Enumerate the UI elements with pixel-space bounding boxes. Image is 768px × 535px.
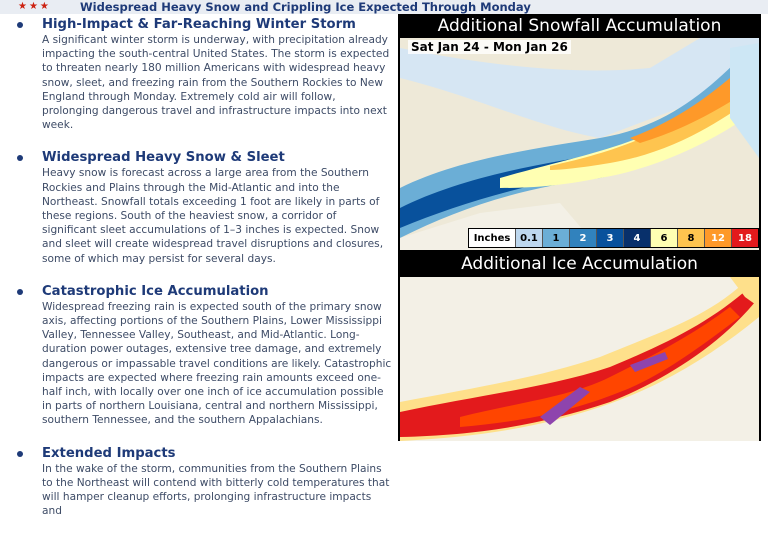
section-body: Heavy snow is forecast across a large ar… [42,167,384,265]
section-heading: Extended Impacts [42,445,176,461]
ice-map [400,277,759,441]
snow-map: Sat Jan 24 - Mon Jan 26 Inches 0.1 1 2 3… [400,38,759,250]
snow-map-title: Additional Snowfall Accumulation [437,16,722,36]
bullet-icon [17,288,23,295]
bullet-icon [17,450,23,457]
section-extended: Extended Impacts In the wake of the storm… [14,445,394,519]
legend-bin: 0.1 [515,229,542,247]
legend-bin: 18 [731,229,758,247]
summary-list: High-Impact & Far-Reaching Winter Storm A… [14,16,394,535]
date-range-label: Sat Jan 24 - Mon Jan 26 [408,40,571,54]
snow-legend: Inches 0.1 1 2 3 4 6 8 12 18 [468,228,759,248]
legend-bin: 8 [677,229,704,247]
flag-logo-icon: ★★★ [18,1,51,12]
page-title: Widespread Heavy Snow and Crippling Ice … [80,0,531,14]
section-heading: Widespread Heavy Snow & Sleet [42,150,285,166]
section-heading: High-Impact & Far-Reaching Winter Storm [42,17,356,32]
snow-map-image [400,38,759,250]
bullet-icon [17,22,23,28]
section-heading: Catastrophic Ice Accumulation [42,283,269,299]
bullet-icon [17,155,23,162]
legend-bin: 2 [569,229,596,247]
section-body: Widespread freezing rain is expected sou… [42,300,392,427]
maps-panel: Additional Snowfall Accumulation Sat Jan… [398,14,761,441]
legend-bin: 3 [596,229,623,247]
ice-map-title: Additional Ice Accumulation [461,254,698,274]
legend-bin: 6 [650,229,677,247]
section-body: In the wake of the storm, communities fr… [42,462,390,518]
section-ice: Catastrophic Ice Accumulation Widespread … [14,283,394,428]
section-storm: High-Impact & Far-Reaching Winter Storm A… [14,16,394,132]
section-snow: Widespread Heavy Snow & Sleet Heavy snow … [14,149,394,265]
section-body: A significant winter storm is underway, … [42,34,390,132]
header-bar: ★★★ Widespread Heavy Snow and Crippling … [0,0,768,14]
legend-unit-label: Inches [473,232,511,244]
ice-map-image [400,277,759,441]
legend-bin: 4 [623,229,650,247]
legend-bin: 12 [704,229,731,247]
legend-bin: 1 [542,229,569,247]
